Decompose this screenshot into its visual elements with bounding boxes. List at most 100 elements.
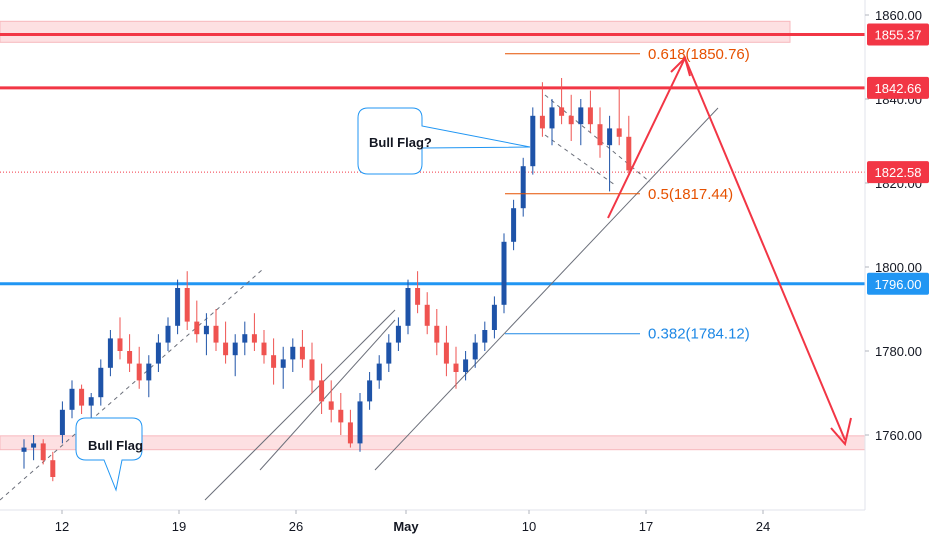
candle-body-43 [434, 325, 440, 343]
fib-label-1: 0.5(1817.44) [648, 186, 733, 203]
candle-body-3 [50, 460, 56, 477]
channel-upper-dashed [0, 269, 263, 501]
candle-body-29 [299, 346, 305, 360]
x-tick-label-1: 19 [172, 519, 186, 534]
price-badge-2 [867, 161, 929, 184]
price-badge-label-3: 1796.00 [875, 277, 922, 292]
candle-body-38 [386, 342, 392, 364]
candle-body-54 [539, 115, 545, 129]
candle-body-10 [117, 338, 123, 351]
zone-0 [0, 20, 791, 43]
price-badge-3 [867, 272, 929, 295]
price-badges: 1855.37 1842.66 1822.58 1796.00 [867, 23, 929, 295]
candle-body-39 [395, 325, 401, 343]
channel-lower-1 [204, 309, 396, 501]
x-tick-label-5: 17 [639, 519, 653, 534]
candle-body-22 [232, 342, 238, 356]
x-tick-label-6: 24 [756, 519, 770, 534]
flag-lower-dashed [544, 134, 616, 186]
price-badge-label-0: 1855.37 [875, 27, 922, 42]
candle-body-21 [223, 342, 229, 356]
arrow-head-down [830, 417, 852, 447]
candle-body-60 [597, 124, 603, 146]
price-badge-label-1: 1842.66 [875, 81, 922, 96]
candle-body-8 [98, 367, 104, 398]
x-tick-label-0: 12 [55, 519, 69, 534]
fib-label-2: 0.382(1784.12) [648, 326, 750, 343]
price-badge-0 [867, 23, 929, 46]
callout-bubble-flag-question [357, 107, 531, 175]
candle-body-50 [501, 241, 507, 305]
candle-body-55 [549, 107, 555, 129]
candle-body-62 [616, 128, 622, 137]
fib-levels: 0.618(1850.76) 0.5(1817.44) 0.382(1784.12) [505, 46, 750, 343]
candle-body-46 [463, 359, 469, 372]
projection-arrows [607, 55, 852, 447]
candle-body-31 [319, 380, 325, 402]
candle-body-52 [520, 166, 526, 209]
candle-body-0 [21, 447, 27, 452]
candle-body-17 [184, 288, 190, 322]
y-tick-label-0: 1860.00 [875, 8, 922, 23]
horizontal-levels [0, 32, 865, 286]
callout-bubble-flag [75, 417, 143, 492]
candle-body-30 [309, 359, 315, 381]
candle-body-25 [261, 342, 267, 356]
callouts: Bull Flag? Bull Flag [75, 107, 531, 492]
callout-text-flag-question: Bull Flag? [369, 135, 432, 150]
x-tick-label-4: 10 [522, 519, 536, 534]
candle-body-7 [88, 397, 94, 406]
arrow-head-up [670, 56, 691, 77]
candle-body-42 [424, 304, 430, 326]
candle-body-20 [213, 325, 219, 343]
candle-body-47 [472, 342, 478, 360]
candle-body-41 [415, 288, 421, 305]
candle-body-6 [79, 388, 85, 406]
candle-body-4 [59, 409, 65, 435]
candle-body-13 [146, 363, 152, 381]
candle-body-45 [453, 363, 459, 372]
candle-body-26 [271, 355, 277, 368]
candle-body-15 [165, 325, 171, 343]
price-badge-1 [867, 76, 929, 99]
candle-body-48 [482, 330, 488, 343]
candles [21, 78, 632, 482]
fib-label-0: 0.618(1850.76) [648, 46, 750, 63]
candle-body-28 [290, 346, 296, 360]
projection-path [607, 55, 846, 441]
candle-body-63 [626, 136, 632, 171]
candle-body-49 [491, 304, 497, 330]
candle-body-14 [155, 342, 161, 364]
candle-body-34 [347, 422, 353, 444]
candle-body-1 [31, 443, 37, 448]
candle-body-36 [367, 380, 373, 402]
candle-body-11 [127, 351, 133, 364]
main-uptrend-line [374, 107, 719, 471]
candle-body-32 [328, 401, 334, 410]
candle-body-12 [136, 363, 142, 381]
candle-body-61 [607, 128, 613, 146]
x-tick-label-2: 26 [289, 519, 303, 534]
candle-body-2 [40, 443, 46, 461]
candle-body-18 [194, 321, 200, 335]
candle-body-58 [578, 107, 584, 125]
zones [0, 20, 866, 451]
candle-body-5 [69, 388, 75, 410]
candle-body-44 [443, 342, 449, 364]
price-badge-label-2: 1822.58 [875, 165, 922, 180]
candle-body-9 [107, 338, 113, 368]
candle-body-19 [203, 325, 209, 335]
candle-body-56 [559, 107, 565, 116]
candle-body-16 [175, 288, 181, 326]
candle-body-53 [530, 115, 536, 167]
callout-text-flag: Bull Flag [88, 438, 143, 453]
candle-body-24 [251, 334, 257, 343]
candle-body-57 [568, 115, 574, 125]
candle-body-35 [357, 401, 363, 444]
candle-body-33 [338, 409, 344, 423]
x-tick-label-3: May [393, 519, 419, 534]
candle-body-51 [511, 208, 517, 242]
candle-body-37 [376, 363, 382, 381]
candle-body-27 [280, 359, 286, 368]
